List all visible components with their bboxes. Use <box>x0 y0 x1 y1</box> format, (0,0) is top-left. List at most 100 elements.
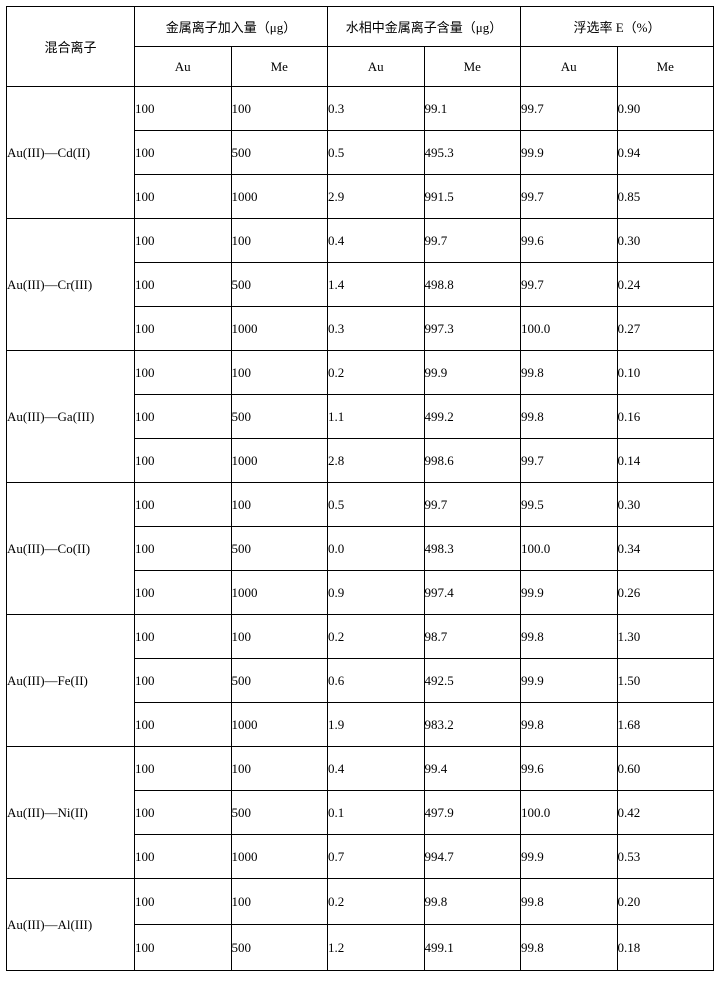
cell: 0.42 <box>617 791 714 835</box>
row-label-al: Au(III)—Al(III) <box>7 879 135 971</box>
cell: 99.9 <box>521 835 618 879</box>
row-label-cr: Au(III)—Cr(III) <box>7 219 135 351</box>
cell: 500 <box>231 791 328 835</box>
row-label-co: Au(III)—Co(II) <box>7 483 135 615</box>
header-group-flotation: 浮选率 E（%） <box>521 7 714 47</box>
cell: 99.1 <box>424 87 521 131</box>
cell: 99.7 <box>521 87 618 131</box>
cell: 100 <box>135 87 232 131</box>
cell: 0.30 <box>617 219 714 263</box>
section-al: Au(III)—Al(III) 100 100 0.2 99.8 99.8 0.… <box>7 879 714 971</box>
section-co: Au(III)—Co(II) 100 100 0.5 99.7 99.5 0.3… <box>7 483 714 615</box>
cell: 100 <box>231 483 328 527</box>
cell: 0.7 <box>328 835 425 879</box>
cell: 0.90 <box>617 87 714 131</box>
cell: 100.0 <box>521 307 618 351</box>
cell: 497.9 <box>424 791 521 835</box>
cell: 1000 <box>231 439 328 483</box>
cell: 100 <box>231 747 328 791</box>
section-cd: Au(III)—Cd(II) 100 100 0.3 99.1 99.7 0.9… <box>7 87 714 219</box>
cell: 492.5 <box>424 659 521 703</box>
row-label-ni: Au(III)—Ni(II) <box>7 747 135 879</box>
table-row: Au(III)—Ni(II) 100 100 0.4 99.4 99.6 0.6… <box>7 747 714 791</box>
cell: 0.30 <box>617 483 714 527</box>
cell: 100 <box>231 879 328 925</box>
header-mixed-ions: 混合离子 <box>7 7 135 87</box>
cell: 495.3 <box>424 131 521 175</box>
cell: 0.27 <box>617 307 714 351</box>
row-label-cd: Au(III)—Cd(II) <box>7 87 135 219</box>
cell: 100 <box>231 615 328 659</box>
cell: 99.7 <box>521 439 618 483</box>
cell: 1.2 <box>328 925 425 971</box>
cell: 100 <box>135 659 232 703</box>
cell: 100.0 <box>521 791 618 835</box>
flotation-data-table: 混合离子 金属离子加入量（μg） 水相中金属离子含量（μg） 浮选率 E（%） … <box>6 6 714 971</box>
table-header: 混合离子 金属离子加入量（μg） 水相中金属离子含量（μg） 浮选率 E（%） … <box>7 7 714 87</box>
cell: 500 <box>231 659 328 703</box>
cell: 0.2 <box>328 879 425 925</box>
cell: 991.5 <box>424 175 521 219</box>
cell: 0.60 <box>617 747 714 791</box>
cell: 1000 <box>231 835 328 879</box>
cell: 100 <box>135 395 232 439</box>
cell: 99.8 <box>424 879 521 925</box>
cell: 99.9 <box>424 351 521 395</box>
cell: 498.8 <box>424 263 521 307</box>
cell: 0.18 <box>617 925 714 971</box>
cell: 0.24 <box>617 263 714 307</box>
section-ga: Au(III)—Ga(III) 100 100 0.2 99.9 99.8 0.… <box>7 351 714 483</box>
cell: 0.20 <box>617 879 714 925</box>
table-row: Au(III)—Al(III) 100 100 0.2 99.8 99.8 0.… <box>7 879 714 925</box>
cell: 98.7 <box>424 615 521 659</box>
cell: 0.1 <box>328 791 425 835</box>
cell: 100 <box>135 879 232 925</box>
cell: 100 <box>135 747 232 791</box>
subheader-me: Me <box>424 47 521 87</box>
cell: 0.16 <box>617 395 714 439</box>
cell: 0.10 <box>617 351 714 395</box>
cell: 100 <box>135 219 232 263</box>
row-label-ga: Au(III)—Ga(III) <box>7 351 135 483</box>
cell: 500 <box>231 263 328 307</box>
cell: 100 <box>135 703 232 747</box>
cell: 0.5 <box>328 131 425 175</box>
section-fe: Au(III)—Fe(II) 100 100 0.2 98.7 99.8 1.3… <box>7 615 714 747</box>
cell: 100 <box>135 483 232 527</box>
cell: 500 <box>231 527 328 571</box>
cell: 1000 <box>231 307 328 351</box>
cell: 997.4 <box>424 571 521 615</box>
cell: 99.7 <box>424 483 521 527</box>
cell: 99.7 <box>424 219 521 263</box>
cell: 0.4 <box>328 747 425 791</box>
cell: 99.6 <box>521 219 618 263</box>
cell: 499.2 <box>424 395 521 439</box>
cell: 1.4 <box>328 263 425 307</box>
cell: 994.7 <box>424 835 521 879</box>
cell: 0.34 <box>617 527 714 571</box>
cell: 2.9 <box>328 175 425 219</box>
cell: 0.4 <box>328 219 425 263</box>
cell: 99.6 <box>521 747 618 791</box>
cell: 499.1 <box>424 925 521 971</box>
cell: 0.2 <box>328 615 425 659</box>
cell: 99.7 <box>521 263 618 307</box>
cell: 998.6 <box>424 439 521 483</box>
cell: 99.9 <box>521 659 618 703</box>
cell: 100 <box>135 571 232 615</box>
cell: 500 <box>231 395 328 439</box>
table-row: Au(III)—Fe(II) 100 100 0.2 98.7 99.8 1.3… <box>7 615 714 659</box>
cell: 0.85 <box>617 175 714 219</box>
cell: 99.8 <box>521 703 618 747</box>
cell: 1.1 <box>328 395 425 439</box>
cell: 1.50 <box>617 659 714 703</box>
cell: 1.9 <box>328 703 425 747</box>
cell: 0.94 <box>617 131 714 175</box>
cell: 1.68 <box>617 703 714 747</box>
cell: 0.0 <box>328 527 425 571</box>
cell: 100.0 <box>521 527 618 571</box>
cell: 99.8 <box>521 615 618 659</box>
table-row: Au(III)—Cr(III) 100 100 0.4 99.7 99.6 0.… <box>7 219 714 263</box>
subheader-me: Me <box>231 47 328 87</box>
section-cr: Au(III)—Cr(III) 100 100 0.4 99.7 99.6 0.… <box>7 219 714 351</box>
